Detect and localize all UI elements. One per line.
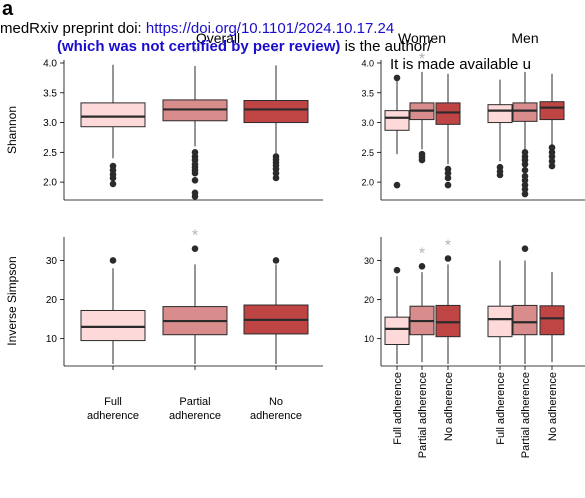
significance-star: * — [192, 228, 198, 245]
significance-star: * — [192, 45, 198, 62]
box-iqr — [435, 102, 461, 125]
banner-line-2: (which was not certified by peer review)… — [57, 38, 431, 55]
x-tick-label: Full adherence — [392, 372, 404, 445]
box-outlier — [191, 169, 199, 177]
y-tick-label: 4.0 — [43, 58, 57, 69]
x-tick-label: Partial adherence — [169, 396, 221, 422]
box-outlier — [548, 153, 556, 160]
x-tick-label: Full adherence — [495, 372, 507, 445]
banner-bold: (which was not certified by peer review) — [57, 38, 341, 55]
box-iqr — [243, 100, 309, 124]
box-outlier — [272, 174, 280, 182]
box-outlier — [521, 190, 529, 198]
box-outlier — [109, 257, 117, 264]
box-outlier — [444, 169, 452, 177]
box-outlier — [521, 245, 529, 253]
significance-star: * — [419, 51, 425, 68]
y-tick-label: 2.5 — [361, 148, 374, 158]
facet-title-women: Women — [398, 30, 446, 46]
y-tick-label: 30 — [46, 256, 58, 267]
y-tick-label: 3.0 — [43, 118, 57, 129]
box-outlier — [191, 245, 199, 253]
box-outlier — [393, 74, 401, 82]
y-tick-label: 2.0 — [361, 178, 374, 188]
box-outlier — [521, 166, 529, 174]
box-outlier — [191, 177, 199, 184]
box-outlier — [548, 157, 556, 165]
y-tick-label: 4.0 — [361, 58, 374, 68]
box-outlier — [272, 169, 280, 177]
panel-letter: a — [2, 0, 14, 20]
y-tick-label: 3.5 — [361, 88, 374, 98]
y-tick-label: 3.5 — [43, 88, 57, 99]
box-outlier — [418, 263, 426, 270]
box-iqr — [539, 305, 565, 336]
x-tick-label: No adherence — [250, 396, 302, 422]
y-axis-title: Shannon — [5, 106, 19, 154]
box-iqr — [80, 102, 146, 128]
box-iqr — [80, 309, 146, 342]
box-iqr — [539, 101, 565, 121]
box-outlier — [191, 193, 199, 200]
y-tick-label: 10 — [46, 334, 58, 345]
box-outlier — [521, 160, 529, 168]
facet-title-men: Men — [511, 30, 538, 46]
banner-line-1: medRxiv preprint doi: https://doi.org/10… — [0, 20, 394, 37]
box-iqr — [487, 305, 513, 338]
significance-star: * — [419, 245, 425, 262]
doi-link[interactable]: https://doi.org/10.1101/2024.10.17.24 — [145, 20, 395, 37]
box-outlier — [521, 185, 529, 193]
box-outlier — [444, 181, 452, 189]
x-tick-label: No adherence — [547, 372, 559, 441]
box-outlier — [548, 144, 556, 151]
box-iqr — [512, 304, 538, 336]
box-iqr — [435, 304, 461, 338]
box-outlier — [272, 257, 280, 264]
box-outlier — [393, 181, 401, 189]
x-tick-label: Partial adherence — [417, 372, 429, 458]
banner-rest: is the author/ — [340, 38, 432, 55]
x-tick-label: Partial adherence — [520, 372, 532, 458]
box-outlier — [496, 171, 504, 179]
banner-line-3: It is made available u — [390, 56, 531, 73]
significance-star: * — [445, 238, 451, 255]
box-outlier — [521, 177, 529, 184]
box-outlier — [444, 174, 452, 182]
y-axis-title: Inverse Simpson — [5, 256, 19, 345]
y-tick-label: 20 — [46, 295, 58, 306]
box-outlier — [548, 162, 556, 170]
banner-prefix: medRxiv preprint doi: — [0, 20, 146, 37]
box-iqr — [384, 110, 410, 131]
x-tick-label: Full adherence — [87, 396, 139, 422]
y-tick-label: 10 — [364, 334, 374, 344]
box-iqr — [384, 316, 410, 345]
box-outlier — [393, 266, 401, 274]
box-iqr — [487, 104, 513, 124]
box-outlier — [109, 180, 117, 188]
x-tick-label: No adherence — [443, 372, 455, 441]
y-tick-label: 20 — [364, 295, 374, 305]
box-outlier — [418, 156, 426, 164]
y-tick-label: 30 — [364, 256, 374, 266]
y-tick-label: 2.0 — [43, 178, 57, 189]
significance-star: * — [273, 44, 279, 61]
box-outlier — [444, 255, 452, 262]
y-tick-label: 3.0 — [361, 118, 374, 128]
box-outlier — [109, 174, 117, 182]
facet-title-overall: Overall — [196, 30, 240, 46]
y-tick-label: 2.5 — [43, 148, 57, 159]
box-iqr — [512, 102, 538, 122]
